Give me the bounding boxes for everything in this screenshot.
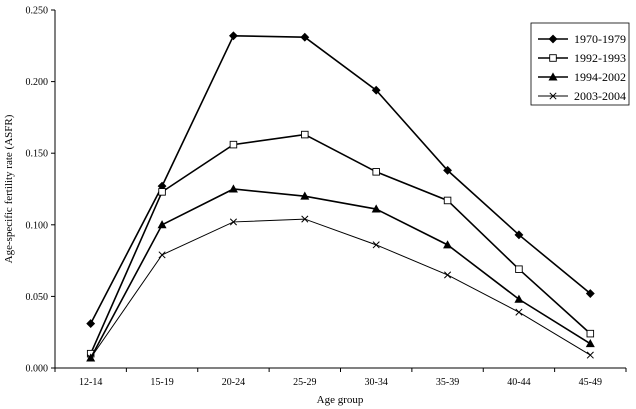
data-point — [86, 319, 96, 329]
data-point — [87, 354, 95, 362]
y-tick-label: 0.000 — [26, 364, 49, 375]
data-point — [585, 289, 595, 298]
legend-label: 1970-1979 — [574, 32, 626, 46]
legend-box — [530, 22, 630, 106]
x-tick-label: 40-44 — [507, 377, 530, 388]
data-point — [515, 265, 523, 273]
series-1970-1979 — [86, 31, 595, 329]
legend-marker — [549, 54, 557, 62]
data-point — [301, 215, 309, 223]
data-point — [229, 140, 238, 149]
data-point — [372, 168, 380, 176]
series-1994-2002 — [86, 184, 595, 362]
x-axis-ticks: 12-14 15-19 20-24 25-29 30-34 35-39 40-44 45-49 — [54, 368, 627, 388]
legend-marker — [548, 72, 558, 81]
data-point — [157, 220, 167, 229]
data-point — [514, 294, 524, 303]
data-point — [300, 32, 310, 42]
y-axis-title: Age-specific fertility rate (ASFR) — [3, 114, 15, 263]
data-point — [372, 241, 380, 249]
data-point — [514, 230, 524, 240]
legend-item: 1970-1979 — [538, 32, 626, 46]
y-tick-label: 0.100 — [26, 220, 49, 231]
data-point — [229, 31, 238, 41]
x-axis-title: Age group — [317, 394, 364, 406]
data-point — [158, 188, 166, 196]
x-tick-label: 45-49 — [579, 377, 602, 388]
legend-marker — [549, 92, 557, 100]
data-point — [371, 204, 381, 213]
series-line — [89, 188, 591, 359]
series-2003-2004 — [87, 215, 594, 362]
y-tick-label: 0.250 — [26, 6, 49, 17]
data-point — [586, 329, 595, 338]
legend-marker — [548, 34, 558, 44]
y-tick-label: 0.050 — [26, 292, 49, 303]
data-point — [300, 191, 310, 200]
data-point — [443, 240, 453, 249]
data-point — [371, 85, 381, 95]
x-tick-label: 15-19 — [150, 377, 173, 388]
data-point — [229, 218, 237, 226]
series-line — [90, 218, 591, 359]
data-point — [301, 130, 309, 139]
series-line — [89, 34, 591, 324]
data-point — [443, 165, 452, 175]
x-tick-label: 20-24 — [222, 377, 245, 388]
legend-item: 1992-1993 — [538, 51, 626, 65]
data-point — [158, 251, 166, 259]
y-tick-label: 0.200 — [26, 77, 49, 88]
legend-label: 2003-2004 — [574, 89, 626, 103]
legend-item: 2003-2004 — [538, 89, 626, 103]
data-point — [444, 271, 452, 279]
series-1992-1993 — [86, 130, 595, 358]
series-layer — [86, 31, 595, 362]
data-point — [443, 196, 452, 205]
x-tick-label: 12-14 — [79, 377, 102, 388]
x-tick-label: 30-34 — [365, 377, 388, 388]
y-tick-label: 0.150 — [26, 149, 49, 160]
legend-label: 1994-2002 — [574, 70, 626, 84]
x-tick-label: 25-29 — [293, 377, 316, 388]
series-line — [89, 133, 591, 355]
data-point — [515, 308, 523, 316]
legend: 1970-1979 1992-1993 1994-2002 2003-2004 — [530, 22, 630, 106]
legend-item: 1994-2002 — [538, 70, 626, 84]
x-tick-label: 35-39 — [436, 377, 459, 388]
legend-label: 1992-1993 — [574, 51, 626, 65]
data-point — [228, 184, 238, 193]
data-point — [586, 351, 594, 359]
y-axis-ticks: 0.000 0.050 0.100 0.150 0.200 0.250 — [26, 6, 55, 375]
data-point — [585, 339, 595, 348]
